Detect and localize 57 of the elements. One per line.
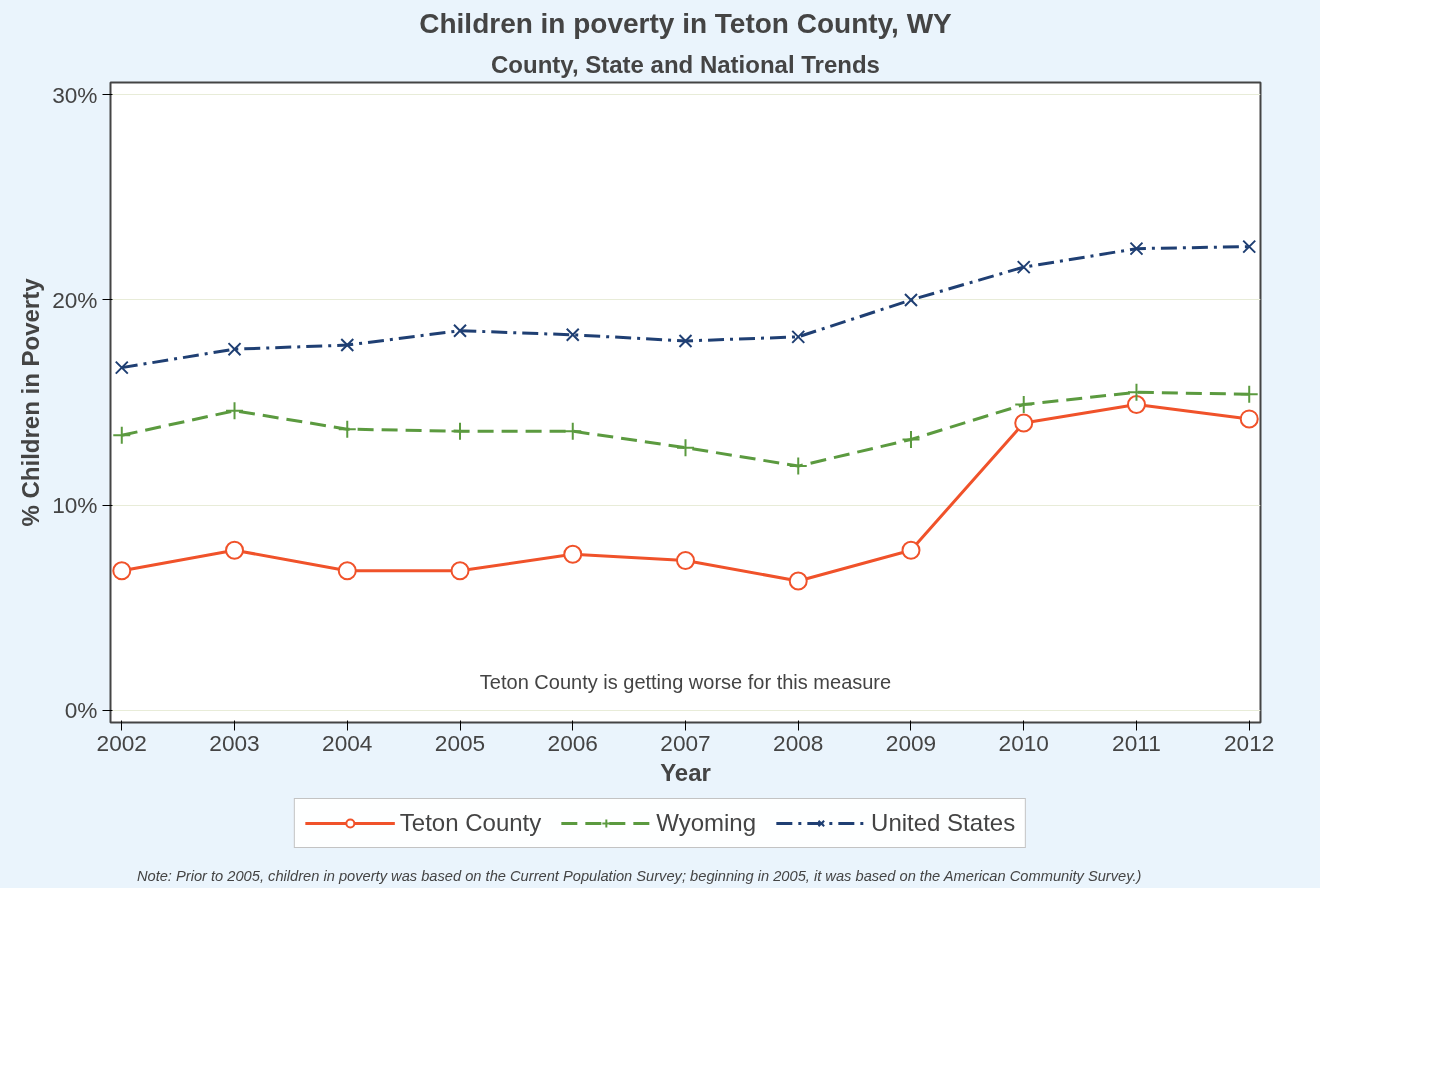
point — [676, 550, 695, 570]
point — [1014, 395, 1034, 415]
point — [112, 561, 132, 581]
point — [788, 571, 808, 591]
point — [676, 438, 695, 458]
chart-subtitle: County, State and National Trends — [491, 50, 880, 78]
x-tick-label: 2007 — [660, 729, 711, 756]
point — [788, 456, 808, 476]
text: Note: Prior to 2005, children in poverty was based on the Current Population Survey; beginning in 2005, it was based on the American Community Survey.) — [136, 867, 1142, 884]
point — [1126, 382, 1146, 402]
point — [1126, 395, 1146, 415]
legend-label: Wyoming — [656, 809, 757, 837]
point — [1242, 239, 1257, 254]
point — [1239, 409, 1259, 429]
point — [450, 421, 470, 441]
x-tick-label: 2006 — [547, 729, 598, 756]
point — [112, 425, 132, 445]
point — [563, 421, 583, 441]
point — [337, 561, 357, 581]
point — [901, 429, 921, 449]
x-tick-label: 2002 — [96, 729, 147, 756]
y-tick-label: 20% — [52, 286, 98, 313]
x-tick-label: 2008 — [773, 729, 824, 756]
x-tick-label: 2012 — [1224, 729, 1275, 756]
x-tick-label: 2010 — [998, 729, 1049, 756]
y-tick-label: 30% — [52, 81, 98, 108]
point — [1016, 260, 1031, 275]
y-tick-label: 10% — [52, 492, 98, 519]
point — [227, 342, 242, 357]
point — [565, 327, 580, 342]
point — [791, 329, 806, 344]
y-axis-title: % Children in Poverty — [17, 277, 45, 527]
point — [114, 360, 129, 375]
point — [340, 338, 355, 353]
point — [1014, 413, 1034, 433]
point — [450, 561, 470, 581]
annotation: Teton County is getting worse for this measure — [479, 670, 892, 693]
x-tick-label: 2003 — [209, 729, 260, 756]
x-tick-label: 2009 — [885, 729, 937, 756]
x-axis-title: Year — [660, 758, 711, 786]
point — [1239, 384, 1259, 404]
point — [678, 333, 693, 348]
point — [901, 540, 921, 560]
legend-label: Teton County — [399, 809, 542, 837]
point — [1129, 241, 1144, 256]
chart-title: Children in poverty in Teton County, WY — [419, 7, 953, 39]
point — [337, 419, 357, 439]
x-tick-label: 2004 — [322, 729, 373, 756]
point — [903, 292, 918, 307]
y-tick-label: 0% — [64, 697, 98, 724]
x-tick-label: 2011 — [1112, 729, 1161, 756]
point — [225, 540, 245, 560]
legend-label: United States — [871, 809, 1016, 837]
point — [563, 544, 583, 564]
x-tick-label: 2005 — [434, 729, 486, 756]
point — [225, 401, 245, 421]
point — [453, 323, 468, 338]
